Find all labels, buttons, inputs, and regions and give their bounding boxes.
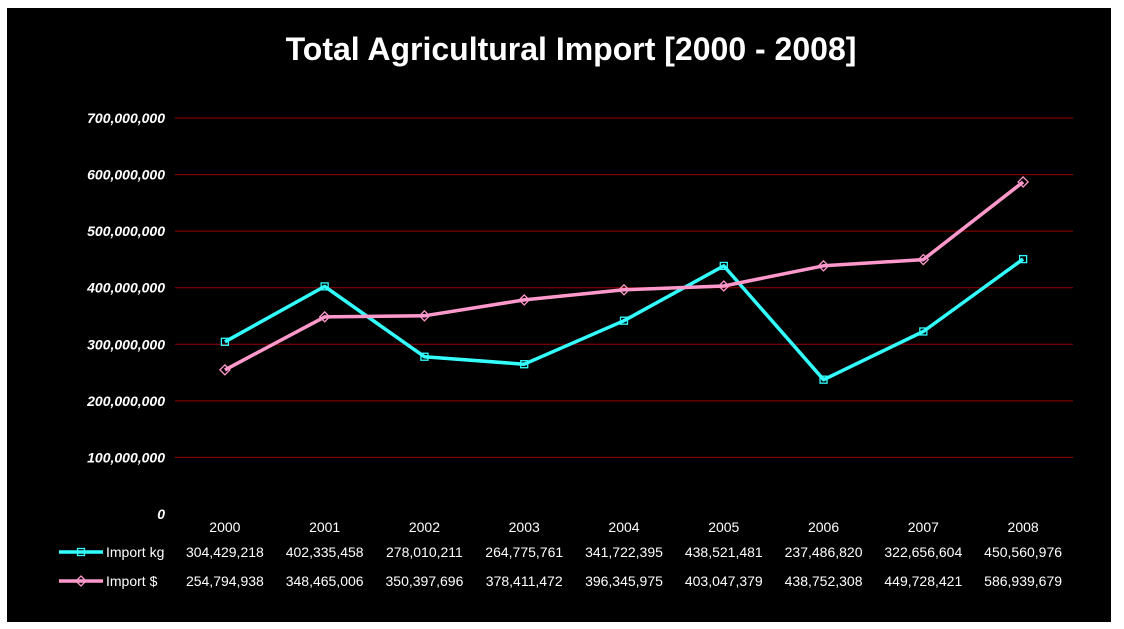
data-label: 378,411,472	[486, 573, 563, 589]
x-tick-label: 2001	[309, 519, 340, 535]
data-label: 350,397,696	[386, 573, 464, 589]
data-point	[518, 294, 531, 306]
data-point	[719, 261, 728, 271]
legend-marker	[76, 547, 86, 557]
data-point	[717, 280, 730, 292]
series-line	[224, 180, 1025, 372]
y-tick-label: 300,000,000	[87, 336, 165, 352]
data-label: 402,335,458	[286, 544, 364, 560]
chart-area: Total Agricultural Import [2000 - 2008] …	[7, 8, 1111, 622]
table-row: Import $ 254,794,938 348,465,006 350,397,69…	[59, 573, 1062, 589]
y-tick-label: 0	[157, 506, 165, 522]
x-tick-label: 2006	[808, 519, 839, 535]
legend-label: Import kg	[106, 544, 164, 560]
data-label: 396,345,975	[585, 573, 663, 589]
data-label: 237,486,820	[785, 544, 863, 560]
data-point	[418, 309, 431, 322]
data-point	[618, 283, 630, 296]
data-point	[1018, 254, 1028, 264]
data-label: 341,722,395	[585, 544, 663, 560]
data-label: 264,775,761	[485, 544, 563, 560]
series-2	[218, 176, 1030, 376]
data-point	[218, 363, 231, 376]
chart-title: Total Agricultural Import [2000 - 2008]	[286, 31, 857, 67]
data-label: 278,010,211	[386, 544, 463, 560]
y-tick-label: 500,000,000	[87, 223, 165, 239]
data-point	[320, 282, 329, 291]
data-point	[917, 253, 930, 266]
data-label: 348,465,006	[286, 573, 364, 589]
data-point	[817, 259, 830, 272]
x-axis-ticks: 2000 2001 2002 2003 2004 2005 2006 2007 2008	[209, 519, 1039, 535]
data-label: 322,656,604	[884, 544, 962, 560]
data-point	[520, 360, 529, 369]
data-label: 403,047,379	[685, 573, 763, 589]
series-lines	[218, 176, 1030, 384]
legend-marker	[75, 575, 87, 587]
table-row: Import kg 304,429,218 402,335,458 278,010,2…	[59, 544, 1062, 560]
y-axis-ticks: 0 100,000,000 200,000,000 300,000,000 400,00…	[86, 110, 165, 522]
x-tick-label: 2003	[509, 519, 540, 535]
x-tick-label: 2007	[908, 519, 939, 535]
x-tick-label: 2002	[409, 519, 440, 535]
data-label: 438,752,308	[785, 573, 863, 589]
x-tick-label: 2005	[708, 519, 739, 535]
series-line	[224, 257, 1025, 382]
y-tick-label: 100,000,000	[87, 449, 165, 465]
y-tick-label: 600,000,000	[87, 167, 165, 183]
data-point	[1017, 176, 1030, 188]
data-point	[919, 327, 928, 336]
gridlines	[175, 117, 1073, 458]
x-tick-label: 2008	[1008, 519, 1039, 535]
data-point	[819, 375, 828, 384]
line-chart: Total Agricultural Import [2000 - 2008] …	[59, 31, 1073, 589]
legend-label: Import $	[106, 573, 158, 589]
data-label: 254,794,938	[186, 573, 264, 589]
data-table: Import kg 304,429,218 402,335,458 278,010,2…	[59, 544, 1062, 589]
data-label: 438,521,481	[685, 544, 763, 560]
data-label: 450,560,976	[984, 544, 1062, 560]
y-tick-label: 700,000,000	[87, 110, 165, 126]
y-tick-label: 200,000,000	[86, 393, 165, 409]
series-1	[220, 254, 1028, 384]
data-label: 304,429,218	[186, 544, 264, 560]
data-point	[220, 337, 230, 346]
data-label: 586,939,679	[984, 573, 1062, 589]
x-tick-label: 2004	[608, 519, 639, 535]
data-point	[619, 316, 629, 325]
x-tick-label: 2000	[209, 519, 240, 535]
data-point	[420, 352, 429, 361]
data-label: 449,728,421	[884, 573, 962, 589]
y-tick-label: 400,000,000	[86, 280, 165, 296]
data-point	[318, 310, 331, 323]
